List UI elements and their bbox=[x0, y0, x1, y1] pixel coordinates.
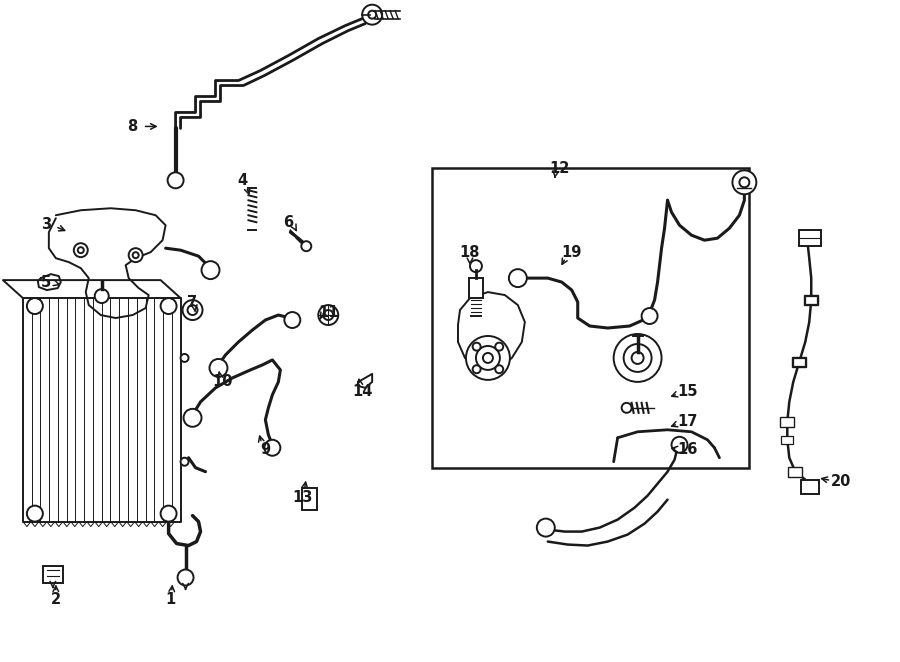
Circle shape bbox=[323, 310, 333, 320]
Text: 1: 1 bbox=[166, 592, 176, 607]
Circle shape bbox=[483, 353, 493, 363]
Circle shape bbox=[476, 346, 500, 370]
Circle shape bbox=[132, 252, 139, 258]
Circle shape bbox=[614, 334, 662, 382]
Circle shape bbox=[632, 352, 644, 364]
Circle shape bbox=[27, 506, 43, 522]
Polygon shape bbox=[458, 292, 525, 372]
Circle shape bbox=[77, 247, 84, 253]
Circle shape bbox=[624, 344, 652, 372]
Text: 2: 2 bbox=[50, 592, 61, 607]
Text: 17: 17 bbox=[678, 414, 698, 430]
Text: 9: 9 bbox=[260, 442, 271, 457]
Circle shape bbox=[177, 569, 194, 585]
Text: 13: 13 bbox=[292, 490, 312, 505]
Bar bbox=[432, 168, 750, 468]
Circle shape bbox=[495, 343, 503, 351]
Circle shape bbox=[74, 243, 88, 257]
Bar bbox=[793, 358, 806, 366]
Bar bbox=[799, 230, 821, 246]
Text: 3: 3 bbox=[40, 216, 51, 232]
Circle shape bbox=[167, 172, 184, 188]
Text: 11: 11 bbox=[318, 305, 338, 320]
Circle shape bbox=[495, 365, 503, 373]
Circle shape bbox=[202, 261, 220, 279]
Text: 14: 14 bbox=[352, 385, 373, 399]
Circle shape bbox=[183, 300, 202, 320]
Bar bbox=[302, 488, 318, 510]
Text: 6: 6 bbox=[284, 214, 293, 230]
Circle shape bbox=[27, 298, 43, 314]
Text: 7: 7 bbox=[187, 295, 198, 310]
Circle shape bbox=[368, 11, 376, 19]
Bar bbox=[801, 480, 819, 494]
Circle shape bbox=[181, 354, 188, 362]
Bar bbox=[469, 278, 483, 298]
Circle shape bbox=[181, 457, 188, 465]
Bar bbox=[792, 357, 806, 367]
Text: 4: 4 bbox=[238, 173, 248, 188]
Bar bbox=[43, 565, 63, 583]
Text: 10: 10 bbox=[212, 375, 233, 389]
Circle shape bbox=[508, 269, 526, 287]
Circle shape bbox=[319, 305, 338, 325]
Text: 5: 5 bbox=[40, 275, 51, 289]
Circle shape bbox=[160, 298, 176, 314]
Bar bbox=[781, 436, 793, 444]
Circle shape bbox=[362, 5, 382, 24]
Circle shape bbox=[470, 260, 482, 272]
Circle shape bbox=[94, 289, 109, 303]
Bar bbox=[800, 235, 814, 245]
Text: 18: 18 bbox=[460, 245, 481, 260]
Circle shape bbox=[187, 305, 197, 315]
Circle shape bbox=[671, 437, 688, 453]
Circle shape bbox=[210, 359, 228, 377]
Text: 16: 16 bbox=[678, 442, 698, 457]
Circle shape bbox=[160, 506, 176, 522]
Circle shape bbox=[733, 170, 756, 194]
Bar bbox=[806, 296, 817, 304]
Circle shape bbox=[740, 177, 750, 187]
Bar bbox=[780, 417, 795, 427]
Circle shape bbox=[642, 308, 658, 324]
Text: 19: 19 bbox=[562, 245, 582, 260]
Circle shape bbox=[265, 440, 281, 455]
Text: 15: 15 bbox=[678, 385, 698, 399]
Bar bbox=[788, 467, 802, 477]
Circle shape bbox=[302, 241, 311, 251]
Circle shape bbox=[472, 365, 481, 373]
Circle shape bbox=[129, 248, 142, 262]
Text: 20: 20 bbox=[831, 474, 851, 489]
Circle shape bbox=[536, 518, 554, 537]
Circle shape bbox=[622, 403, 632, 413]
Circle shape bbox=[466, 336, 510, 380]
Circle shape bbox=[184, 409, 202, 427]
Text: 8: 8 bbox=[128, 119, 138, 134]
Bar bbox=[805, 295, 818, 305]
Circle shape bbox=[284, 312, 301, 328]
Circle shape bbox=[472, 343, 481, 351]
Text: 12: 12 bbox=[550, 161, 570, 176]
